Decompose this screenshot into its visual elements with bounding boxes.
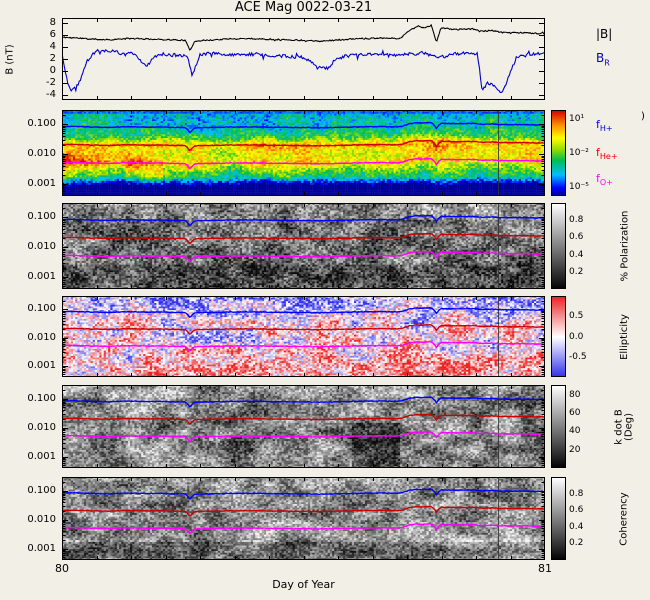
ellipticity-ytick-0: 0.100 <box>27 303 56 315</box>
ellipticity-cbtick-2: -0.5 <box>569 351 587 362</box>
polarization-axis-label: % Polarization <box>612 203 638 289</box>
b_field-right-label-1: BR <box>596 52 610 69</box>
ellipticity-plot-canvas <box>62 296 545 377</box>
power-colorbar <box>551 110 566 196</box>
coherency-cbtick-1: 0.6 <box>569 505 584 516</box>
b_field-ytick-1: 6 <box>49 28 56 40</box>
ellipticity-axis-label: Ellipticity <box>612 296 638 377</box>
polarization-cbtick-1: 0.6 <box>569 232 584 243</box>
power-unit-suffix: ) <box>641 111 645 122</box>
coherency-cbtick-0: 0.8 <box>569 488 584 499</box>
polarization-colorbar <box>551 203 566 289</box>
power-cbtick-2: 10⁻⁵ <box>569 182 589 193</box>
polarization-cbtick-0: 0.8 <box>569 215 584 226</box>
kdotb-cbtick-1: 60 <box>569 408 581 419</box>
polarization-plot-canvas <box>62 203 545 289</box>
kdotb-cbtick-2: 40 <box>569 426 581 437</box>
power-legend-label-2: fO+ <box>596 171 613 187</box>
x-tick-80: 80 <box>55 562 69 575</box>
polarization-cbtick-3: 0.2 <box>569 266 584 277</box>
ellipticity-axis-label-text: Ellipticity <box>619 313 631 360</box>
power-cbtick-0: 10¹ <box>569 113 585 124</box>
kdotb-ytick-1: 0.010 <box>27 421 56 433</box>
polarization-ytick-1: 0.010 <box>27 241 56 253</box>
b_field-ytick-0: 8 <box>49 16 56 28</box>
coherency-plot-canvas <box>62 477 545 560</box>
b_field-plot-canvas <box>62 18 545 100</box>
b_field-right-label-0: |B| <box>596 26 613 41</box>
x-tick-81: 81 <box>538 562 552 575</box>
b_field-ytick-6: -4 <box>46 89 56 101</box>
b_field-ytick-2: 4 <box>49 40 56 52</box>
coherency-colorbar <box>551 477 566 560</box>
coherency-ytick-2: 0.001 <box>27 542 56 554</box>
polarization-ytick-0: 0.100 <box>27 211 56 223</box>
power-ytick-0: 0.100 <box>27 118 56 130</box>
coherency-cbtick-2: 0.4 <box>569 521 584 532</box>
power-ytick-2: 0.001 <box>27 178 56 190</box>
ellipticity-ytick-2: 0.001 <box>27 359 56 371</box>
power-legend-label-1: fHe+ <box>596 146 618 162</box>
coherency-axis-label: Coherency <box>612 477 638 560</box>
b_field-ytick-5: -2 <box>46 77 56 89</box>
coherency-ytick-1: 0.010 <box>27 513 56 525</box>
b_field-ytick-3: 2 <box>49 53 56 64</box>
chart-title: ACE Mag 0022-03-21 <box>234 0 373 15</box>
polarization-ytick-2: 0.001 <box>27 271 56 283</box>
power-cbtick-1: 10⁻² <box>569 148 589 158</box>
polarization-cbtick-2: 0.4 <box>569 249 584 260</box>
coherency-ytick-0: 0.100 <box>27 484 56 496</box>
kdotb-plot-canvas <box>62 385 545 468</box>
kdotb-axis-label-text: k dot B (Deg) <box>614 408 635 445</box>
kdotb-ytick-0: 0.100 <box>27 392 56 404</box>
polarization-axis-label-text: % Polarization <box>619 210 630 282</box>
coherency-axis-label-text: Coherency <box>619 491 631 546</box>
power-ytick-1: 0.010 <box>27 148 56 160</box>
ellipticity-colorbar <box>551 296 566 377</box>
kdotb-colorbar <box>551 385 566 468</box>
power-legend-0: fH+ <box>596 119 613 135</box>
x-axis-label: Day of Year <box>272 578 335 591</box>
kdotb-ytick-2: 0.001 <box>27 450 56 462</box>
kdotb-axis-label: k dot B (Deg) <box>612 385 638 468</box>
kdotb-cbtick-3: 20 <box>569 444 581 455</box>
power-legend-1: fHe+ <box>596 147 618 163</box>
kdotb-cbtick-0: 80 <box>569 389 581 400</box>
b_field-right-label-text-1: BR <box>596 51 610 68</box>
power-plot-canvas <box>62 110 545 196</box>
coherency-cbtick-3: 0.2 <box>569 538 584 549</box>
power-legend-2: fO+ <box>596 171 613 189</box>
y-axis-label-text: B (nT) <box>4 43 16 75</box>
b_field-y-axis-label: B (nT) <box>2 18 18 100</box>
power-legend-label-0: fH+ <box>596 118 613 134</box>
ellipticity-cbtick-1: 0.0 <box>569 331 584 342</box>
ellipticity-cbtick-0: 0.5 <box>569 311 584 322</box>
ellipticity-ytick-1: 0.010 <box>27 331 56 343</box>
b_field-ytick-4: 0 <box>49 65 56 77</box>
b_field-right-label-text-0: |B| <box>596 26 613 41</box>
